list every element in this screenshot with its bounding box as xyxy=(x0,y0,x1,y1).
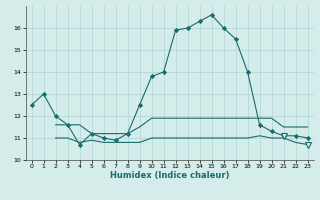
X-axis label: Humidex (Indice chaleur): Humidex (Indice chaleur) xyxy=(110,171,229,180)
